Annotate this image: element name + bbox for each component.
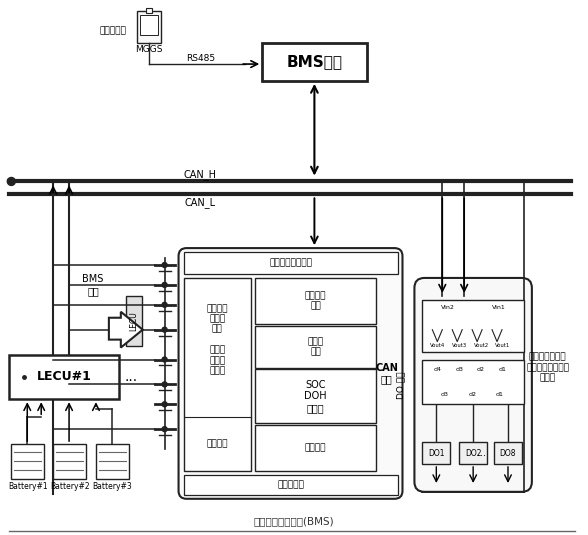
- Text: 继电器控制：风
扇、加热、充放电
开关等: 继电器控制：风 扇、加热、充放电 开关等: [526, 353, 569, 383]
- Text: RS485: RS485: [186, 54, 215, 63]
- Text: 均衡驱动: 均衡驱动: [206, 439, 228, 448]
- Bar: [255, 369, 376, 423]
- Text: BMS
从控: BMS 从控: [82, 274, 103, 296]
- Text: d3: d3: [455, 367, 463, 372]
- Text: d1: d1: [496, 392, 504, 397]
- Text: Vin1: Vin1: [492, 305, 506, 310]
- Bar: [494, 442, 522, 464]
- Circle shape: [162, 302, 167, 307]
- Bar: [422, 360, 524, 404]
- Text: Vout3: Vout3: [452, 343, 467, 348]
- Text: CAN
通信: CAN 通信: [375, 363, 398, 384]
- Text: d2: d2: [477, 367, 485, 372]
- Text: LECU#1: LECU#1: [36, 370, 92, 384]
- Bar: [422, 300, 524, 351]
- Circle shape: [162, 382, 167, 387]
- Polygon shape: [109, 312, 143, 348]
- Bar: [183, 475, 397, 495]
- Bar: [255, 425, 376, 471]
- Circle shape: [162, 427, 167, 432]
- Text: Vout2: Vout2: [473, 343, 489, 348]
- Text: ...: ...: [124, 370, 138, 384]
- Text: d4: d4: [433, 367, 442, 372]
- Text: 电池保护
规则: 电池保护 规则: [305, 292, 326, 311]
- Text: ...: ...: [477, 448, 486, 458]
- Text: DO 模块: DO 模块: [396, 371, 405, 399]
- Bar: [11, 444, 44, 479]
- Text: 均衡策略: 均衡策略: [305, 444, 326, 452]
- Bar: [140, 16, 158, 35]
- Text: Battery#2: Battery#2: [50, 483, 89, 491]
- Circle shape: [162, 263, 167, 268]
- Text: DO1: DO1: [428, 448, 445, 457]
- Bar: [262, 43, 367, 81]
- Bar: [137, 11, 161, 43]
- Text: 低功耗管理: 低功耗管理: [277, 480, 304, 490]
- Bar: [183, 252, 397, 274]
- Text: MGGS: MGGS: [135, 44, 162, 54]
- Text: d1: d1: [499, 367, 507, 372]
- Circle shape: [8, 178, 15, 186]
- Text: 车载仪表盘: 车载仪表盘: [100, 27, 127, 36]
- Text: 车载电池管理系统(BMS): 车载电池管理系统(BMS): [253, 516, 335, 526]
- Text: 充放电
管理: 充放电 管理: [308, 337, 323, 356]
- Text: DO8: DO8: [500, 448, 516, 457]
- Text: d3: d3: [440, 392, 448, 397]
- Text: Vout4: Vout4: [430, 343, 445, 348]
- FancyBboxPatch shape: [415, 278, 532, 492]
- Bar: [126, 296, 142, 346]
- FancyBboxPatch shape: [179, 248, 402, 499]
- Text: SOC
DOH
等计算: SOC DOH 等计算: [304, 380, 327, 413]
- Text: LECU: LECU: [129, 311, 138, 331]
- Text: Battery#1: Battery#1: [8, 483, 48, 491]
- Text: Battery#3: Battery#3: [92, 483, 132, 491]
- Bar: [422, 442, 450, 464]
- Text: BMS主控: BMS主控: [286, 55, 342, 70]
- Circle shape: [162, 357, 167, 362]
- Text: DO2: DO2: [465, 448, 482, 457]
- Text: CAN_L: CAN_L: [185, 197, 216, 208]
- Circle shape: [162, 327, 167, 332]
- Bar: [183, 278, 251, 471]
- Bar: [255, 326, 376, 368]
- Text: d2: d2: [468, 392, 476, 397]
- Bar: [146, 9, 152, 13]
- Bar: [9, 355, 119, 399]
- Bar: [96, 444, 129, 479]
- Text: 电池状态
参数采
集：

电压；
电流；
温度。: 电池状态 参数采 集： 电压； 电流； 温度。: [206, 304, 228, 376]
- Text: 报警及状态指示灯: 报警及状态指示灯: [269, 258, 312, 268]
- Bar: [255, 278, 376, 324]
- Text: Vout1: Vout1: [495, 343, 510, 348]
- Bar: [459, 442, 487, 464]
- Text: Vin2: Vin2: [441, 305, 455, 310]
- Text: CAN_H: CAN_H: [184, 169, 217, 180]
- Circle shape: [162, 282, 167, 287]
- Bar: [53, 444, 86, 479]
- Circle shape: [162, 402, 167, 407]
